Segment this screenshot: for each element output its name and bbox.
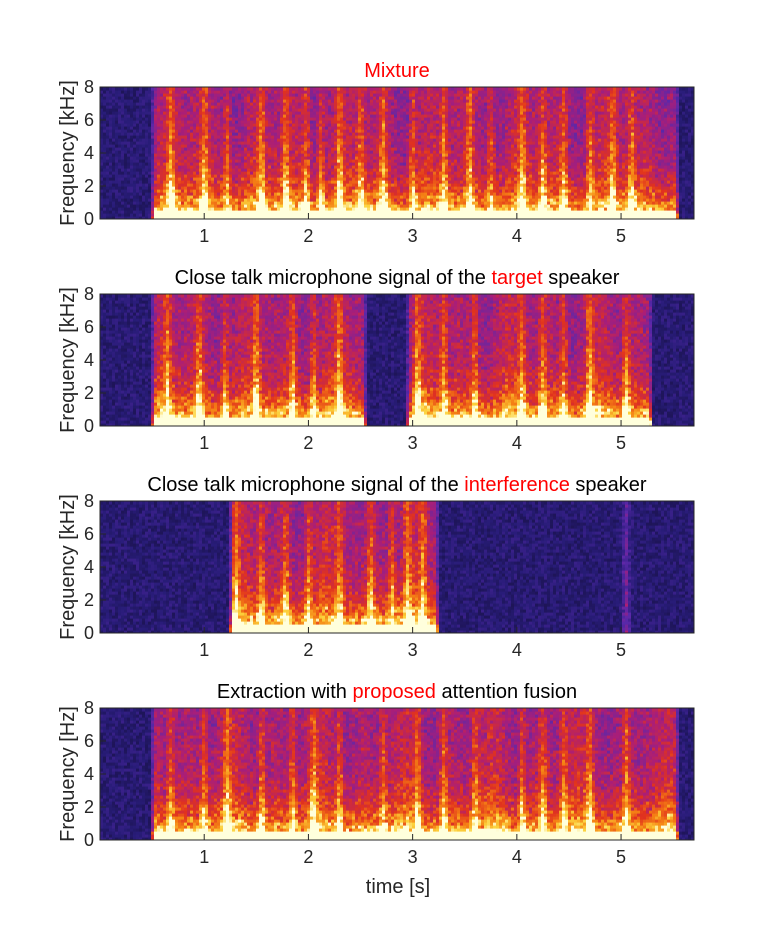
- spectrogram-panel-4: Extraction with proposed attention fusio…: [57, 681, 695, 867]
- y-tick-label: 8: [84, 284, 94, 304]
- y-axis-label: Frequency [kHz]: [57, 494, 79, 640]
- title-text-part: speaker: [570, 474, 647, 496]
- y-tick-label: 8: [84, 77, 94, 97]
- x-tick-label: 1: [199, 847, 209, 867]
- x-tick-label: 3: [408, 847, 418, 867]
- x-axis-label: time [s]: [366, 876, 430, 898]
- y-tick-label: 2: [84, 176, 94, 196]
- y-tick-label: 2: [84, 590, 94, 610]
- y-tick-label: 0: [84, 416, 94, 436]
- title-text-part: attention fusion: [436, 681, 577, 703]
- title-text-part: Extraction with: [217, 681, 353, 703]
- y-tick-label: 4: [84, 350, 94, 370]
- x-tick-label: 4: [512, 847, 522, 867]
- y-tick-label: 6: [84, 731, 94, 751]
- y-tick-label: 0: [84, 623, 94, 643]
- y-tick-label: 2: [84, 383, 94, 403]
- title-highlight-word: interference: [464, 474, 570, 496]
- spectrogram-image: [100, 294, 694, 426]
- x-tick-label: 3: [408, 640, 418, 660]
- x-tick-label: 2: [303, 847, 313, 867]
- spectrogram-image: [100, 501, 694, 633]
- title-text-part: Close talk microphone signal of the: [147, 474, 464, 496]
- y-tick-label: 6: [84, 524, 94, 544]
- panel-title: Extraction with proposed attention fusio…: [217, 681, 577, 703]
- y-axis-label: Frequency [kHz]: [57, 80, 79, 226]
- spectrogram-image: [100, 708, 694, 840]
- spectrogram-panel-3: Close talk microphone signal of the inte…: [57, 474, 695, 660]
- x-tick-label: 4: [512, 433, 522, 453]
- y-tick-label: 4: [84, 557, 94, 577]
- title-highlight-word: target: [491, 267, 543, 289]
- title-highlight-word: Mixture: [364, 60, 430, 82]
- y-tick-label: 0: [84, 830, 94, 850]
- x-tick-label: 5: [616, 847, 626, 867]
- y-tick-label: 4: [84, 764, 94, 784]
- x-tick-label: 5: [616, 433, 626, 453]
- x-tick-label: 5: [616, 226, 626, 246]
- title-text-part: speaker: [543, 267, 620, 289]
- x-tick-label: 2: [303, 226, 313, 246]
- title-text-part: Close talk microphone signal of the: [175, 267, 492, 289]
- y-axis-label: Frequency [kHz]: [57, 287, 79, 433]
- x-tick-label: 4: [512, 226, 522, 246]
- x-tick-label: 1: [199, 640, 209, 660]
- spectrogram-image: [100, 87, 694, 219]
- y-tick-label: 8: [84, 698, 94, 718]
- x-tick-label: 3: [408, 433, 418, 453]
- title-highlight-word: proposed: [352, 681, 435, 703]
- x-tick-label: 1: [199, 433, 209, 453]
- x-tick-label: 2: [303, 433, 313, 453]
- panel-title: Close talk microphone signal of the targ…: [175, 267, 620, 289]
- y-tick-label: 6: [84, 110, 94, 130]
- y-tick-label: 2: [84, 797, 94, 817]
- y-axis-label: Frequency [Hz]: [57, 706, 79, 842]
- y-tick-label: 6: [84, 317, 94, 337]
- y-tick-label: 8: [84, 491, 94, 511]
- panel-title: Close talk microphone signal of the inte…: [147, 474, 647, 496]
- x-tick-label: 4: [512, 640, 522, 660]
- y-tick-label: 4: [84, 143, 94, 163]
- y-tick-label: 0: [84, 209, 94, 229]
- x-tick-label: 2: [303, 640, 313, 660]
- x-tick-label: 1: [199, 226, 209, 246]
- x-tick-label: 5: [616, 640, 626, 660]
- panel-title: Mixture: [364, 60, 430, 82]
- spectrogram-panel-2: Close talk microphone signal of the targ…: [57, 267, 695, 453]
- x-tick-label: 3: [408, 226, 418, 246]
